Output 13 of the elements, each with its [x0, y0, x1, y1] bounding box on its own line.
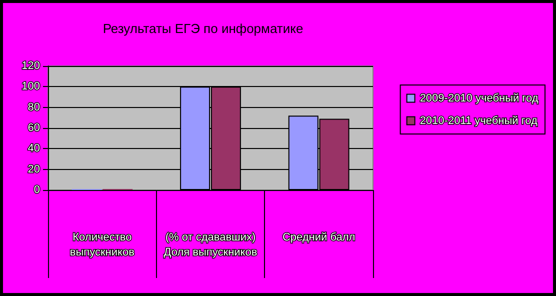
y-tick-label: 40 — [28, 142, 40, 155]
y-tick-label: 20 — [28, 163, 40, 176]
x-tick-label: (% от сдававших) Доля выпускников — [164, 232, 258, 258]
y-tick-label: 0 — [34, 184, 40, 196]
y-tick-label: 120 — [22, 60, 40, 72]
legend-label: 2010-2011 учебный год — [420, 114, 538, 127]
y-tick-label: 100 — [22, 80, 40, 93]
x-tick-label: Количество выпускников — [70, 232, 135, 258]
y-tick-label: 60 — [28, 122, 40, 134]
y-tick-label: 80 — [28, 101, 40, 114]
chart-title: Результаты ЕГЭ по информатике — [102, 21, 304, 36]
x-tick-label: Средний балл — [282, 232, 356, 244]
legend-label: 2009-2010 учебный год — [420, 92, 539, 104]
